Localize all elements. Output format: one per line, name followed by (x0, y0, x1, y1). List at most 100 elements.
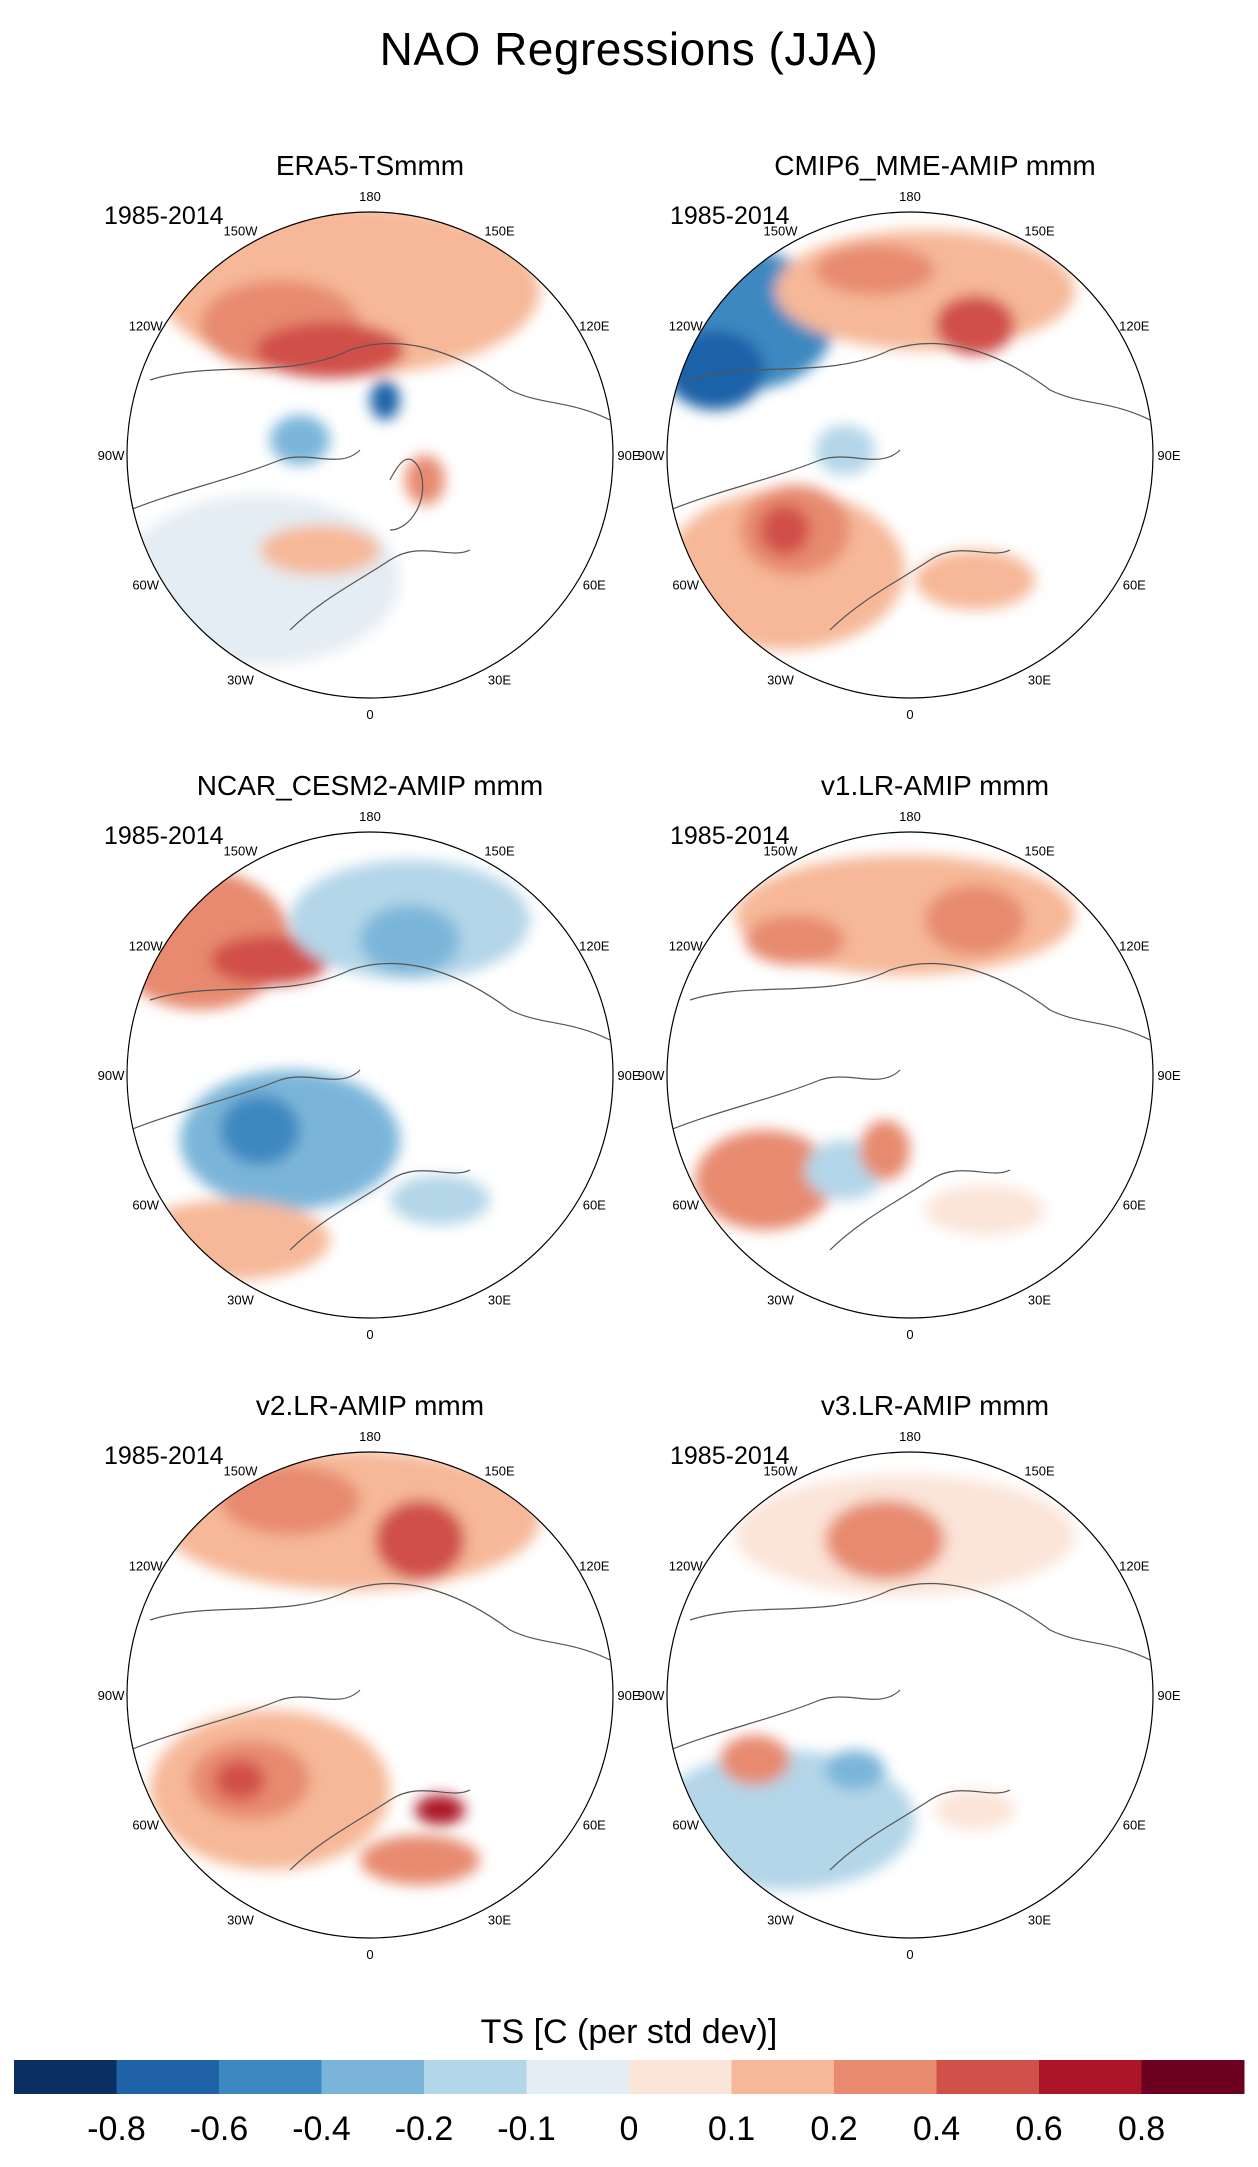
panel-title: v2.LR-AMIP mmm (255, 1390, 485, 1421)
colorbar-tick-label: -0.6 (190, 2110, 249, 2148)
longitude-label: 150W (764, 1464, 799, 1479)
coastlines (669, 342, 1151, 631)
polar-map: 180 150E 120E 90E 60E 30E 0 30W 60W 90W 120W 150W (98, 809, 641, 1342)
longitude-label: 180 (359, 189, 381, 204)
longitude-label: 90W (638, 448, 665, 463)
colorbar-swatch (116, 2060, 220, 2094)
longitude-label: 60E (1123, 1198, 1146, 1213)
longitude-label: 30W (767, 1292, 794, 1307)
longitude-label: 30E (1028, 1292, 1051, 1307)
longitude-label: 90E (617, 1688, 640, 1703)
colorbar: -0.8 -0.6 -0.4 -0.2 -0.1 0 0.1 0.2 0.4 0.6 0.8 (14, 2060, 1245, 2148)
longitude-label: 0 (906, 1947, 913, 1962)
longitude-label: 120E (1119, 939, 1150, 954)
period-label: 1985-2014 (670, 202, 790, 230)
longitude-label: 60W (132, 1198, 159, 1213)
colorbar-title: TS [C (per std dev)] (480, 2013, 778, 2051)
longitude-label: 150W (224, 224, 259, 239)
colorbar-tick-label: 0.2 (810, 2110, 857, 2148)
longitude-label: 120E (579, 319, 610, 334)
period-label: 1985-2014 (104, 822, 224, 850)
colorbar-swatch (936, 2060, 1040, 2094)
longitude-label: 60W (132, 1818, 159, 1833)
map-panel-v2: v2.LR-AMIP mmm 1985-2014 180 1 (90, 1390, 650, 1990)
longitude-label: 60E (583, 1818, 606, 1833)
longitude-label: 90W (98, 1068, 125, 1083)
longitude-label: 150E (484, 1464, 515, 1479)
polar-map: 180 150E 120E 90E 60E 30E 0 30W 60W 90W 120W 150W (638, 809, 1181, 1342)
longitude-label: 120E (579, 939, 610, 954)
longitude-label: 150W (224, 1464, 259, 1479)
longitude-label: 30E (488, 1292, 511, 1307)
longitude-label: 30E (1028, 672, 1051, 687)
colorbar-swatch (1039, 2060, 1142, 2094)
panel-title: NCAR_CESM2-AMIP mmm (196, 770, 544, 801)
period-label: 1985-2014 (104, 202, 224, 230)
colorbar-swatch (731, 2060, 835, 2094)
longitude-label: 120E (579, 1559, 610, 1574)
longitude-label: 90W (638, 1068, 665, 1083)
map-panel-cmip6: CMIP6_MME-AMIP mmm 1985-2014 (638, 150, 1215, 750)
longitude-label: 0 (906, 707, 913, 722)
period-label: 1985-2014 (670, 1442, 790, 1470)
longitude-label: 30E (488, 672, 511, 687)
longitude-label: 120W (669, 939, 704, 954)
longitude-label: 120W (129, 939, 164, 954)
longitude-label: 120W (669, 1559, 704, 1574)
longitude-label: 150E (1024, 844, 1055, 859)
colorbar-tick-label: -0.2 (395, 2110, 454, 2148)
coastlines (129, 962, 611, 1251)
longitude-label: 180 (359, 1429, 381, 1444)
longitude-label: 120W (129, 1559, 164, 1574)
panel-title: CMIP6_MME-AMIP mmm (774, 150, 1096, 181)
longitude-label: 90W (98, 448, 125, 463)
longitude-label: 150E (1024, 224, 1055, 239)
colorbar-tick-label: -0.8 (87, 2110, 146, 2148)
colorbar-tick-label: 0.8 (1118, 2110, 1165, 2148)
map-panel-v3: v3.LR-AMIP mmm 1985-2014 180 150E 120E 90E 6… (638, 1390, 1215, 1990)
map-panel-v1: v1.LR-AMIP mmm 1985-2014 180 150E 120E 90 (638, 770, 1215, 1370)
longitude-label: 90W (98, 1688, 125, 1703)
longitude-label: 60E (583, 1198, 606, 1213)
longitude-label: 180 (359, 809, 381, 824)
panel-title: ERA5-TSmmm (275, 150, 465, 181)
colorbar-tick-label: -0.1 (497, 2110, 556, 2148)
coastlines (129, 1582, 611, 1871)
colorbar-tick-label: 0 (620, 2110, 639, 2148)
colorbar-tick-label: 0.4 (913, 2110, 960, 2148)
longitude-label: 60W (132, 578, 159, 593)
longitude-label: 90E (1157, 448, 1180, 463)
longitude-label: 30E (1028, 1912, 1051, 1927)
longitude-label: 30W (767, 1912, 794, 1927)
colorbar-swatch (526, 2060, 630, 2094)
longitude-label: 30W (227, 1912, 254, 1927)
longitude-label: 180 (899, 1429, 921, 1444)
longitude-label: 60W (672, 1198, 699, 1213)
panel-title: v1.LR-AMIP mmm (820, 770, 1050, 801)
longitude-label: 180 (899, 189, 921, 204)
map-panel-cesm2: NCAR_CESM2-AMIP mmm 1985-2014 (90, 770, 650, 1370)
longitude-label: 120W (129, 319, 164, 334)
panel-title: v3.LR-AMIP mmm (820, 1390, 1050, 1421)
colorbar-swatch (834, 2060, 937, 2094)
polar-map: 180 150E 120E 90E 60E 30E 0 30W 60W 90W 120W 150W (98, 189, 641, 722)
colorbar-tick-label: 0.1 (708, 2110, 755, 2148)
colorbar-swatch (219, 2060, 322, 2094)
longitude-label: 120W (669, 319, 704, 334)
polar-map: 180 150E 120E 90E 60E 30E 0 30W 60W 90W 120W 150W (638, 1429, 1181, 1962)
longitude-label: 90E (617, 448, 640, 463)
colorbar-swatch (629, 2060, 732, 2094)
longitude-label: 30W (767, 672, 794, 687)
longitude-label: 0 (366, 1327, 373, 1342)
period-label: 1985-2014 (670, 822, 790, 850)
figure-title: NAO Regressions (JJA) (379, 23, 879, 75)
coastlines (129, 342, 611, 631)
colorbar-swatch (14, 2060, 117, 2094)
colorbar-tick-label: -0.4 (292, 2110, 351, 2148)
longitude-label: 120E (1119, 1559, 1150, 1574)
longitude-label: 90E (617, 1068, 640, 1083)
longitude-label: 30E (488, 1912, 511, 1927)
longitude-label: 150E (1024, 1464, 1055, 1479)
coastlines (669, 1582, 1151, 1871)
longitude-label: 150W (764, 844, 799, 859)
